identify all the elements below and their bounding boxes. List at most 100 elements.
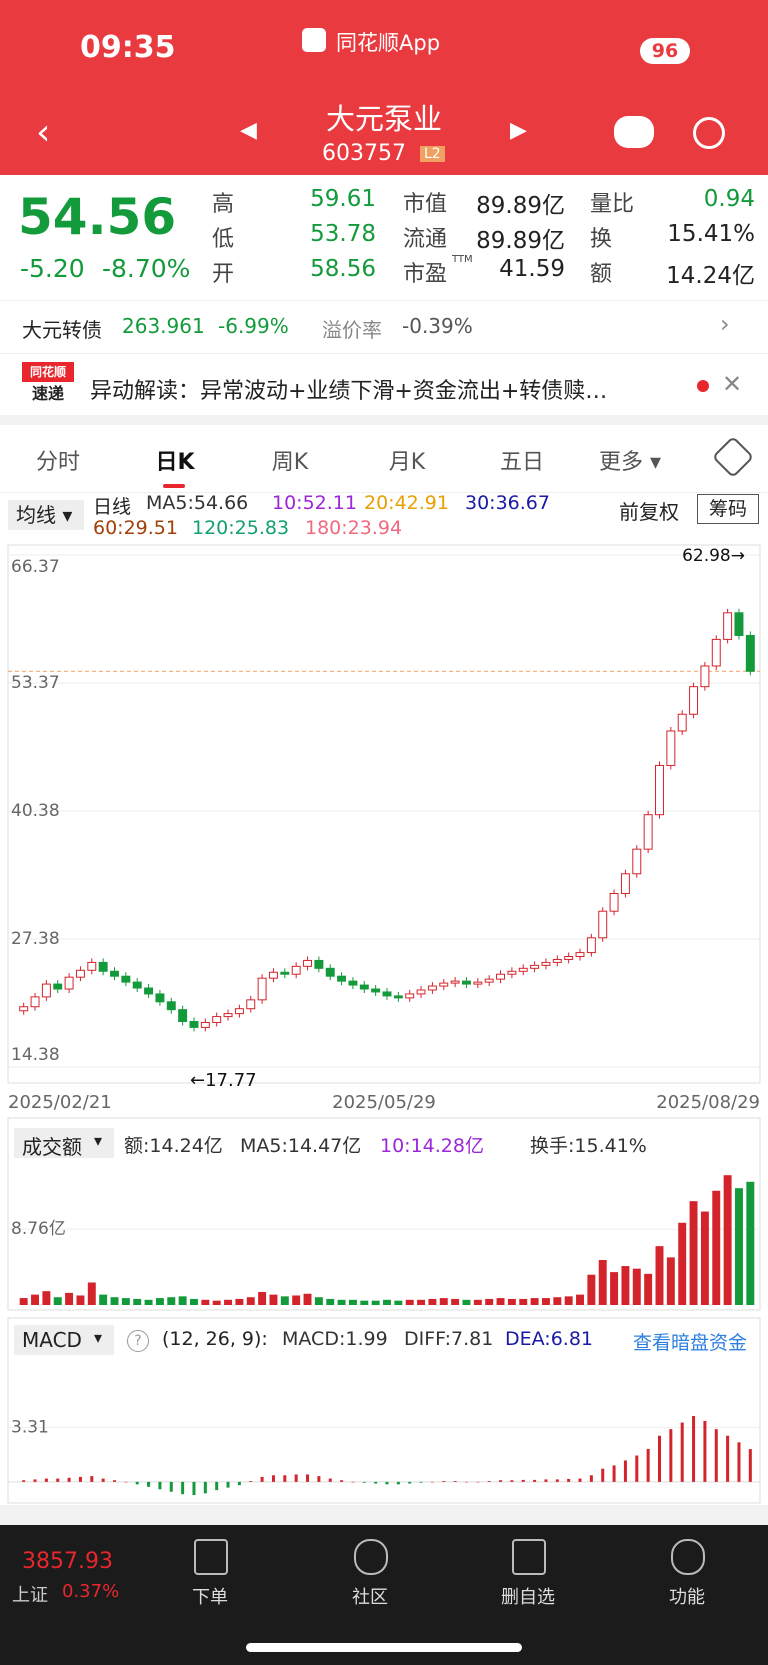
volume-bar <box>700 1211 709 1305</box>
dropdown: ▾ <box>94 1131 103 1150</box>
quote-label: 低 <box>212 227 235 252</box>
premium-label: 溢价率 <box>322 318 382 342</box>
tab[interactable]: 更多 ▾ <box>598 450 662 475</box>
volume-bar <box>383 1299 391 1305</box>
x-tick-label: 2025/05/29 <box>332 1092 436 1113</box>
close-news[interactable]: ✕ <box>722 370 743 398</box>
macd-bar <box>442 1481 446 1482</box>
candle <box>359 984 369 990</box>
chevron[interactable]: › <box>720 310 730 338</box>
bond-name: 大元转债 <box>22 318 102 342</box>
macd-title: MACD <box>22 1328 82 1352</box>
ttm: TTM <box>452 254 473 265</box>
macd-bar <box>215 1481 219 1491</box>
volume-bar <box>133 1298 142 1305</box>
ma-value: 180:23.94 <box>305 517 403 539</box>
candle <box>189 1021 199 1028</box>
volume-bar <box>19 1298 28 1305</box>
tab[interactable]: 日K <box>155 450 195 475</box>
chips-button[interactable]: 筹码 <box>697 494 759 524</box>
macd-bar <box>22 1480 26 1482</box>
macd-bar <box>249 1481 253 1482</box>
time: 09:35 <box>80 30 176 65</box>
candle <box>291 965 301 975</box>
candle <box>178 1009 188 1023</box>
nav-label[interactable]: 下单 <box>192 1587 228 1608</box>
macd-bar <box>192 1481 196 1496</box>
quote-value: 41.59 <box>499 256 565 282</box>
candle <box>530 964 540 969</box>
volume-stat: 额:14.24亿 <box>124 1135 223 1157</box>
macd-bar <box>499 1480 503 1482</box>
settings-icon[interactable] <box>711 435 755 479</box>
candle <box>552 958 562 963</box>
dark-pool-link[interactable]: 查看暗盘资金 <box>633 1332 748 1354</box>
macd-bar <box>328 1478 332 1482</box>
volume-bar <box>65 1292 74 1305</box>
robot-icon[interactable] <box>614 116 654 148</box>
volume-bar <box>428 1298 437 1305</box>
volume-bar <box>564 1296 573 1305</box>
tab[interactable]: 月K <box>388 450 426 475</box>
next-stock[interactable]: ▶ <box>510 118 527 143</box>
macd-bar <box>419 1481 423 1483</box>
tab[interactable]: 周K <box>271 450 309 475</box>
volume-bar <box>587 1274 596 1305</box>
low-label: ←17.77 <box>190 1070 257 1091</box>
volume-bar <box>201 1299 210 1305</box>
macd-bar <box>158 1481 162 1490</box>
macd-bar <box>271 1475 275 1482</box>
nav-label[interactable]: 删自选 <box>501 1587 555 1608</box>
tab[interactable]: 分时 <box>35 450 80 475</box>
quote-label: 市盈 <box>403 262 448 287</box>
nav-label[interactable]: 社区 <box>352 1587 388 1608</box>
macd-bar <box>589 1475 593 1482</box>
candle <box>405 993 415 999</box>
macd-stat: DEA:6.81 <box>505 1328 594 1350</box>
macd-bar <box>237 1481 241 1486</box>
volume-bar <box>121 1298 130 1305</box>
macd-bar <box>317 1476 321 1482</box>
macd-bar <box>56 1478 60 1482</box>
macd-bar <box>135 1481 139 1485</box>
macd-bar <box>567 1478 571 1482</box>
volume-bar <box>723 1175 732 1305</box>
news-text[interactable]: 异动解读：异常波动+业绩下滑+资金流出+转债赎… <box>90 379 608 404</box>
nav-icon[interactable] <box>354 1539 388 1575</box>
volume-bar <box>337 1299 346 1305</box>
nav-label[interactable]: 功能 <box>669 1587 705 1608</box>
macd-bar <box>601 1468 605 1482</box>
candle <box>416 989 426 995</box>
macd-bar <box>669 1429 673 1482</box>
price-percent: -8.70% <box>102 254 191 283</box>
candle <box>462 980 471 985</box>
x-tick-label: 2025/02/21 <box>8 1092 112 1113</box>
macd-bar <box>294 1474 298 1482</box>
macd-bar <box>510 1480 514 1482</box>
y-tick-label: 3.31 <box>11 1417 49 1437</box>
macd-bar <box>453 1481 457 1482</box>
macd-bar <box>487 1481 491 1482</box>
bond-price: 263.961 <box>122 314 205 338</box>
volume-bar <box>576 1294 584 1305</box>
quote-label: 高 <box>212 192 235 217</box>
prev-stock[interactable]: ◀ <box>240 118 257 143</box>
volume-bar <box>610 1272 619 1305</box>
nav-icon[interactable] <box>671 1539 705 1575</box>
search-icon[interactable] <box>693 117 725 149</box>
candle <box>98 961 108 972</box>
nav-icon[interactable] <box>194 1539 228 1575</box>
adjust[interactable]: 前复权 <box>619 500 679 524</box>
volume-bar <box>394 1300 403 1305</box>
candle <box>745 634 755 672</box>
ma-selector[interactable]: 均线 ▾ <box>8 500 84 530</box>
volume-bar <box>314 1297 323 1305</box>
back-button[interactable]: ‹ <box>36 112 51 153</box>
candle <box>507 970 517 975</box>
volume-bar <box>371 1300 380 1305</box>
volume-bar <box>485 1298 494 1305</box>
candle <box>166 1001 176 1011</box>
nav-icon[interactable] <box>512 1539 546 1575</box>
tab[interactable]: 五日 <box>499 450 544 475</box>
macd-bar <box>703 1420 707 1482</box>
